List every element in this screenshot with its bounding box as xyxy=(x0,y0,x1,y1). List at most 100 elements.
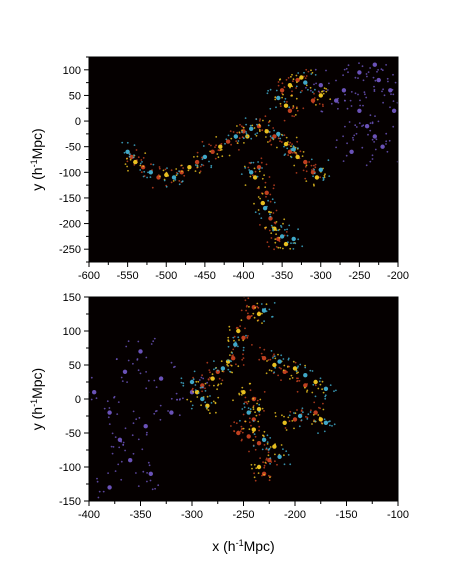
speckle xyxy=(229,370,231,373)
speckle xyxy=(249,389,252,392)
speckle xyxy=(213,384,215,387)
data-point xyxy=(256,165,262,170)
speckle xyxy=(323,174,326,177)
speckle xyxy=(287,77,290,79)
speckle xyxy=(312,175,314,178)
speckle xyxy=(253,202,255,205)
speckle xyxy=(291,73,293,76)
speckle xyxy=(269,88,272,91)
speckle xyxy=(297,228,299,231)
speckle xyxy=(323,176,326,179)
speckle xyxy=(361,65,364,68)
speckle xyxy=(314,166,317,169)
speckle xyxy=(284,104,286,107)
speckle xyxy=(275,209,278,212)
speckle xyxy=(311,370,314,372)
speckle xyxy=(313,97,316,99)
x-axis-title-post: Mpc) xyxy=(244,538,275,554)
speckle xyxy=(322,402,324,405)
data-point xyxy=(292,366,298,371)
speckle xyxy=(146,431,148,434)
speckle xyxy=(305,170,308,173)
speckle xyxy=(253,433,256,435)
speckle xyxy=(262,119,264,122)
speckle xyxy=(240,319,243,322)
speckle xyxy=(98,490,101,493)
speckle xyxy=(245,123,248,126)
data-point xyxy=(246,434,251,439)
speckle xyxy=(145,356,148,359)
speckle xyxy=(263,174,265,177)
data-point xyxy=(215,369,220,374)
speckle xyxy=(126,381,128,383)
speckle xyxy=(236,142,239,145)
speckle xyxy=(242,413,245,416)
speckle xyxy=(235,363,237,366)
speckle xyxy=(277,374,279,377)
speckle xyxy=(299,91,302,94)
data-point xyxy=(225,139,231,144)
speckle xyxy=(277,353,279,356)
data-point xyxy=(264,190,269,195)
speckle xyxy=(261,322,263,324)
speckle xyxy=(236,125,238,127)
speckle xyxy=(342,135,344,138)
speckle xyxy=(201,158,204,161)
speckle xyxy=(286,366,289,368)
speckle xyxy=(241,386,244,389)
speckle xyxy=(220,360,223,363)
speckle xyxy=(221,155,224,158)
speckle xyxy=(305,75,308,77)
speckle xyxy=(132,362,134,365)
data-point xyxy=(107,485,112,490)
speckle xyxy=(322,391,325,394)
speckle xyxy=(120,460,123,463)
speckle xyxy=(254,211,257,214)
speckle xyxy=(123,151,126,154)
speckle xyxy=(306,418,309,420)
speckle xyxy=(270,143,273,146)
speckle xyxy=(258,410,261,413)
speckle xyxy=(192,378,195,381)
speckle xyxy=(282,358,285,360)
speckle xyxy=(255,467,258,469)
speckle xyxy=(327,159,330,162)
speckle xyxy=(229,354,231,356)
speckle xyxy=(250,161,253,164)
speckle xyxy=(313,168,315,171)
speckle xyxy=(374,115,376,117)
x-tick-label: -350 xyxy=(271,270,293,282)
speckle xyxy=(83,407,85,409)
speckle xyxy=(293,164,296,167)
speckle xyxy=(193,370,196,373)
speckle xyxy=(328,82,330,85)
speckle xyxy=(205,406,208,409)
speckle xyxy=(239,430,242,433)
speckle xyxy=(254,306,257,309)
speckle xyxy=(269,213,271,216)
speckle xyxy=(256,302,259,305)
speckle xyxy=(195,380,198,383)
speckle xyxy=(294,242,297,245)
speckle xyxy=(287,241,289,244)
speckle xyxy=(352,139,355,141)
speckle xyxy=(204,401,207,404)
speckle xyxy=(283,154,286,157)
speckle xyxy=(264,461,267,464)
speckle xyxy=(277,229,280,232)
speckle xyxy=(300,75,302,78)
x-tick-label: -600 xyxy=(78,270,100,282)
speckle xyxy=(325,88,328,90)
speckle xyxy=(307,413,310,416)
speckle xyxy=(296,390,299,393)
speckle xyxy=(213,360,215,362)
speckle xyxy=(208,384,211,387)
speckle xyxy=(296,380,298,383)
speckle xyxy=(279,102,282,105)
speckle xyxy=(263,435,265,438)
y-tick-label: 0 xyxy=(75,394,81,406)
speckle xyxy=(358,122,361,124)
speckle xyxy=(240,394,243,396)
speckle xyxy=(198,171,201,174)
speckle xyxy=(128,155,131,158)
